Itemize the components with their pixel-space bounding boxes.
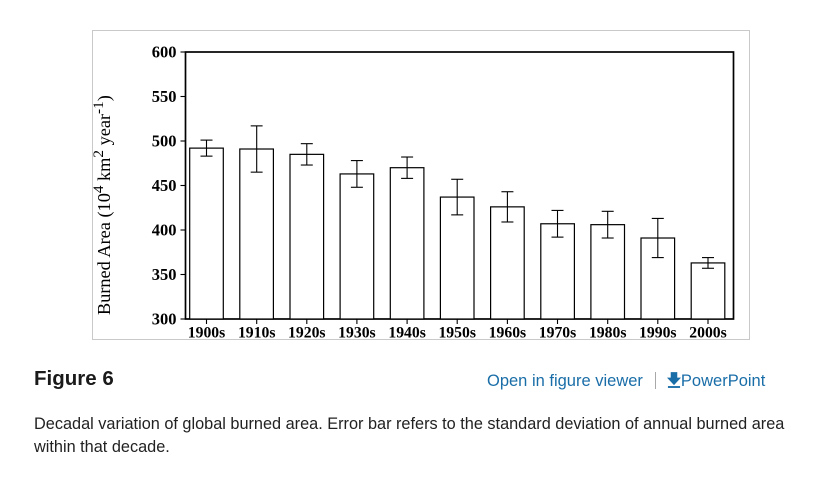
svg-text:1980s: 1980s: [589, 324, 626, 341]
svg-text:1910s: 1910s: [238, 324, 275, 341]
svg-text:450: 450: [152, 176, 177, 195]
svg-text:2000s: 2000s: [689, 324, 726, 341]
svg-text:600: 600: [152, 43, 177, 62]
svg-text:500: 500: [152, 132, 177, 151]
svg-text:350: 350: [152, 265, 177, 284]
svg-text:1950s: 1950s: [438, 324, 475, 341]
svg-text:1960s: 1960s: [489, 324, 526, 341]
svg-text:1900s: 1900s: [188, 324, 225, 341]
svg-text:300: 300: [152, 310, 177, 329]
svg-text:1970s: 1970s: [539, 324, 576, 341]
svg-text:1990s: 1990s: [639, 324, 676, 341]
svg-text:400: 400: [152, 221, 177, 240]
svg-text:1920s: 1920s: [288, 324, 325, 341]
svg-text:550: 550: [152, 87, 177, 106]
svg-text:1930s: 1930s: [338, 324, 375, 341]
svg-text:1940s: 1940s: [388, 324, 425, 341]
